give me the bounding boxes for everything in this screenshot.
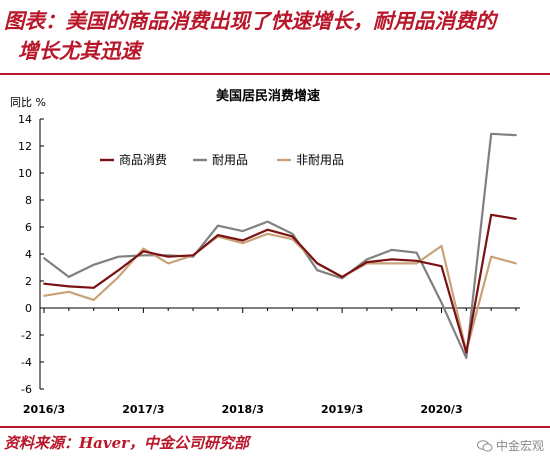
y-tick-label: 12 bbox=[18, 140, 32, 153]
data-point bbox=[366, 261, 368, 263]
series-line-1 bbox=[43, 132, 517, 359]
x-tick-label: 2016/3 bbox=[23, 403, 65, 416]
y-tick-label: 6 bbox=[25, 221, 32, 234]
data-point bbox=[92, 263, 95, 266]
data-point bbox=[216, 234, 219, 237]
data-point bbox=[415, 259, 418, 262]
data-point bbox=[43, 282, 45, 285]
data-point bbox=[117, 269, 120, 272]
data-point bbox=[266, 220, 269, 223]
data-point bbox=[142, 247, 145, 250]
data-point bbox=[67, 290, 70, 293]
data-point bbox=[117, 276, 120, 278]
y-tick-label: -6 bbox=[21, 383, 32, 396]
data-point bbox=[515, 218, 517, 220]
legend: 商品消费 耐用品 非耐用品 bbox=[100, 152, 344, 167]
y-tick-label: -4 bbox=[21, 356, 32, 369]
data-point bbox=[465, 351, 468, 354]
x-tick-label: 2017/3 bbox=[122, 403, 164, 416]
source-note: 资料来源：Haver，中金公司研究部 bbox=[4, 434, 250, 452]
data-point bbox=[390, 249, 393, 251]
data-point bbox=[291, 232, 294, 235]
figure-title: 图表：美国的商品消费出现了快速增长，耐用品消费的 增长尤其迅速 bbox=[4, 6, 544, 66]
legend-label: 非耐用品 bbox=[296, 153, 344, 167]
data-point bbox=[390, 258, 393, 261]
y-tick-label: 2 bbox=[25, 275, 32, 288]
source-divider bbox=[0, 426, 550, 428]
y-tick-label: 0 bbox=[25, 302, 32, 315]
data-point bbox=[192, 254, 194, 257]
y-axis: -6 -4 -2 0 2 4 6 8 10 12 14 bbox=[18, 113, 44, 396]
y-tick-label: 14 bbox=[18, 113, 32, 126]
data-point bbox=[43, 257, 45, 259]
data-point bbox=[490, 255, 493, 258]
data-point bbox=[92, 299, 95, 301]
chart-title: 美国居民消费增速 bbox=[216, 88, 320, 104]
y-tick-label: 10 bbox=[18, 167, 32, 180]
data-point bbox=[440, 265, 443, 268]
data-point bbox=[266, 228, 269, 231]
data-point bbox=[291, 238, 294, 241]
y-tick-label: 4 bbox=[25, 248, 32, 261]
data-point bbox=[67, 276, 70, 278]
data-point bbox=[291, 235, 294, 238]
series-line-0 bbox=[43, 213, 517, 354]
data-point bbox=[515, 134, 517, 137]
data-point bbox=[316, 262, 319, 265]
wechat-icon bbox=[476, 439, 493, 452]
legend-label: 耐用品 bbox=[212, 153, 248, 167]
title-divider bbox=[0, 73, 550, 75]
y-tick-label: 8 bbox=[25, 194, 32, 207]
data-point bbox=[440, 301, 443, 304]
x-tick-label: 2020/3 bbox=[420, 403, 462, 416]
data-point bbox=[241, 230, 244, 232]
watermark-text: 中金宏观 bbox=[495, 439, 544, 453]
data-point bbox=[142, 254, 145, 257]
y-axis-label: 同比 % bbox=[10, 96, 46, 109]
y-tick-label: -2 bbox=[21, 329, 32, 342]
data-point bbox=[241, 239, 244, 242]
data-point bbox=[92, 286, 95, 289]
data-point bbox=[216, 224, 219, 227]
data-point bbox=[440, 245, 443, 247]
watermark: 中金宏观 bbox=[476, 437, 544, 454]
data-point bbox=[67, 285, 70, 288]
data-point bbox=[490, 213, 493, 216]
data-point bbox=[142, 250, 145, 253]
data-point bbox=[415, 262, 418, 265]
data-point bbox=[43, 294, 45, 297]
data-point bbox=[515, 262, 517, 265]
data-point bbox=[241, 242, 244, 245]
x-tick-label: 2018/3 bbox=[222, 403, 264, 416]
x-axis: 2016/3 2017/3 2018/3 2019/3 2020/3 bbox=[23, 307, 520, 416]
figure-title-line1: 图表：美国的商品消费出现了快速增长，耐用品消费的 bbox=[4, 9, 496, 33]
x-tick-label: 2019/3 bbox=[321, 403, 363, 416]
data-point bbox=[490, 132, 493, 135]
data-point bbox=[415, 251, 418, 254]
data-point bbox=[167, 262, 170, 265]
series-line-2 bbox=[43, 232, 517, 353]
legend-label: 商品消费 bbox=[119, 152, 167, 167]
data-point bbox=[366, 258, 368, 261]
data-point bbox=[266, 232, 269, 235]
data-point bbox=[167, 255, 170, 258]
figure-title-line2: 增长尤其迅速 bbox=[18, 39, 141, 63]
series-lines bbox=[43, 132, 517, 359]
data-point bbox=[390, 262, 393, 265]
data-point bbox=[341, 276, 344, 278]
data-point bbox=[316, 269, 319, 272]
data-point bbox=[117, 255, 120, 258]
data-point bbox=[465, 357, 468, 359]
